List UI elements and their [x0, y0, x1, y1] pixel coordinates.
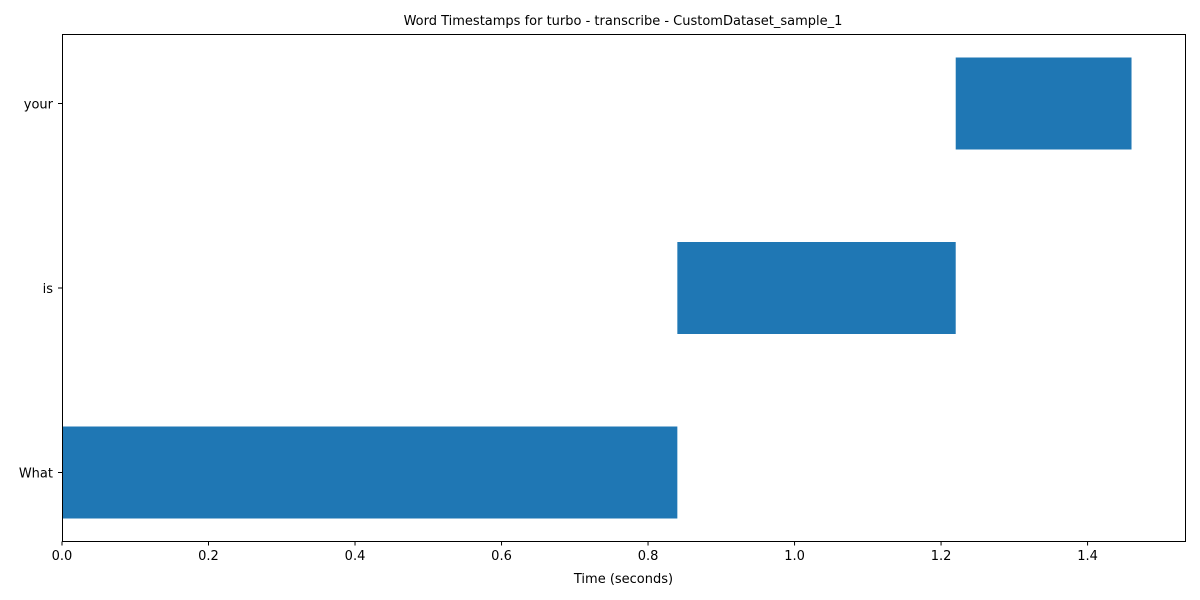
x-tick-label: 0.2 [198, 549, 219, 564]
y-tick-label-is: is [43, 282, 54, 297]
x-tick-label: 1.4 [1077, 549, 1098, 564]
chart-title: Word Timestamps for turbo - transcribe -… [404, 14, 843, 29]
x-tick-label: 1.2 [931, 549, 952, 564]
bar-your [955, 57, 1132, 150]
y-tick-label-your: your [24, 98, 54, 113]
bar-is [677, 242, 956, 334]
bars-group [62, 57, 1132, 519]
x-axis-ticks: 0.0 0.2 0.4 0.6 0.8 1.0 1.2 1.4 [52, 541, 1098, 564]
y-tick-label-what: What [19, 467, 53, 482]
bar-what [62, 426, 678, 519]
x-tick-label: 0.0 [52, 549, 73, 564]
x-tick-label: 0.8 [638, 549, 659, 564]
x-tick-label: 0.6 [491, 549, 512, 564]
x-axis-label: Time (seconds) [573, 572, 673, 587]
x-tick-label: 1.0 [784, 549, 805, 564]
x-tick-label: 0.4 [345, 549, 366, 564]
y-axis-ticks: What is your [19, 98, 62, 482]
plot-frame [62, 34, 1186, 542]
